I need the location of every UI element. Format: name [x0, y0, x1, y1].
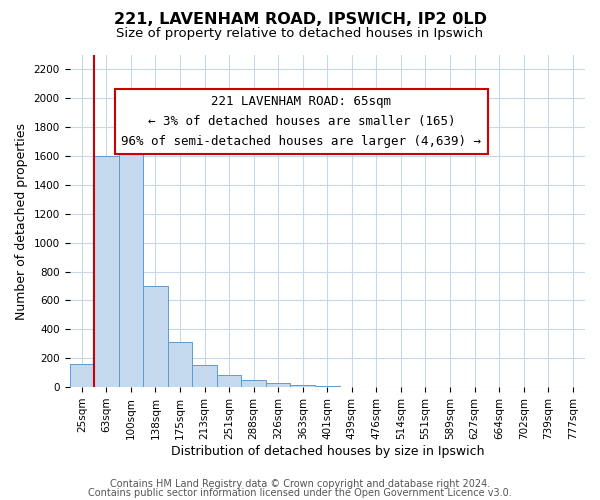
- Text: 221 LAVENHAM ROAD: 65sqm
← 3% of detached houses are smaller (165)
96% of semi-d: 221 LAVENHAM ROAD: 65sqm ← 3% of detache…: [121, 95, 481, 148]
- Bar: [70, 364, 94, 387]
- X-axis label: Distribution of detached houses by size in Ipswich: Distribution of detached houses by size …: [170, 444, 484, 458]
- Bar: [143, 286, 168, 387]
- Bar: [119, 134, 143, 387]
- Bar: [192, 364, 217, 387]
- Text: Contains HM Land Registry data © Crown copyright and database right 2024.: Contains HM Land Registry data © Crown c…: [110, 479, 490, 489]
- Y-axis label: Number of detached properties: Number of detached properties: [15, 122, 28, 320]
- Bar: [315, 386, 340, 387]
- Bar: [217, 375, 241, 387]
- Bar: [241, 380, 266, 387]
- Bar: [266, 383, 290, 387]
- Text: 221, LAVENHAM ROAD, IPSWICH, IP2 0LD: 221, LAVENHAM ROAD, IPSWICH, IP2 0LD: [113, 12, 487, 28]
- Bar: [94, 156, 119, 387]
- Text: Contains public sector information licensed under the Open Government Licence v3: Contains public sector information licen…: [88, 488, 512, 498]
- Text: Size of property relative to detached houses in Ipswich: Size of property relative to detached ho…: [116, 28, 484, 40]
- Bar: [168, 342, 192, 387]
- Bar: [290, 386, 315, 387]
